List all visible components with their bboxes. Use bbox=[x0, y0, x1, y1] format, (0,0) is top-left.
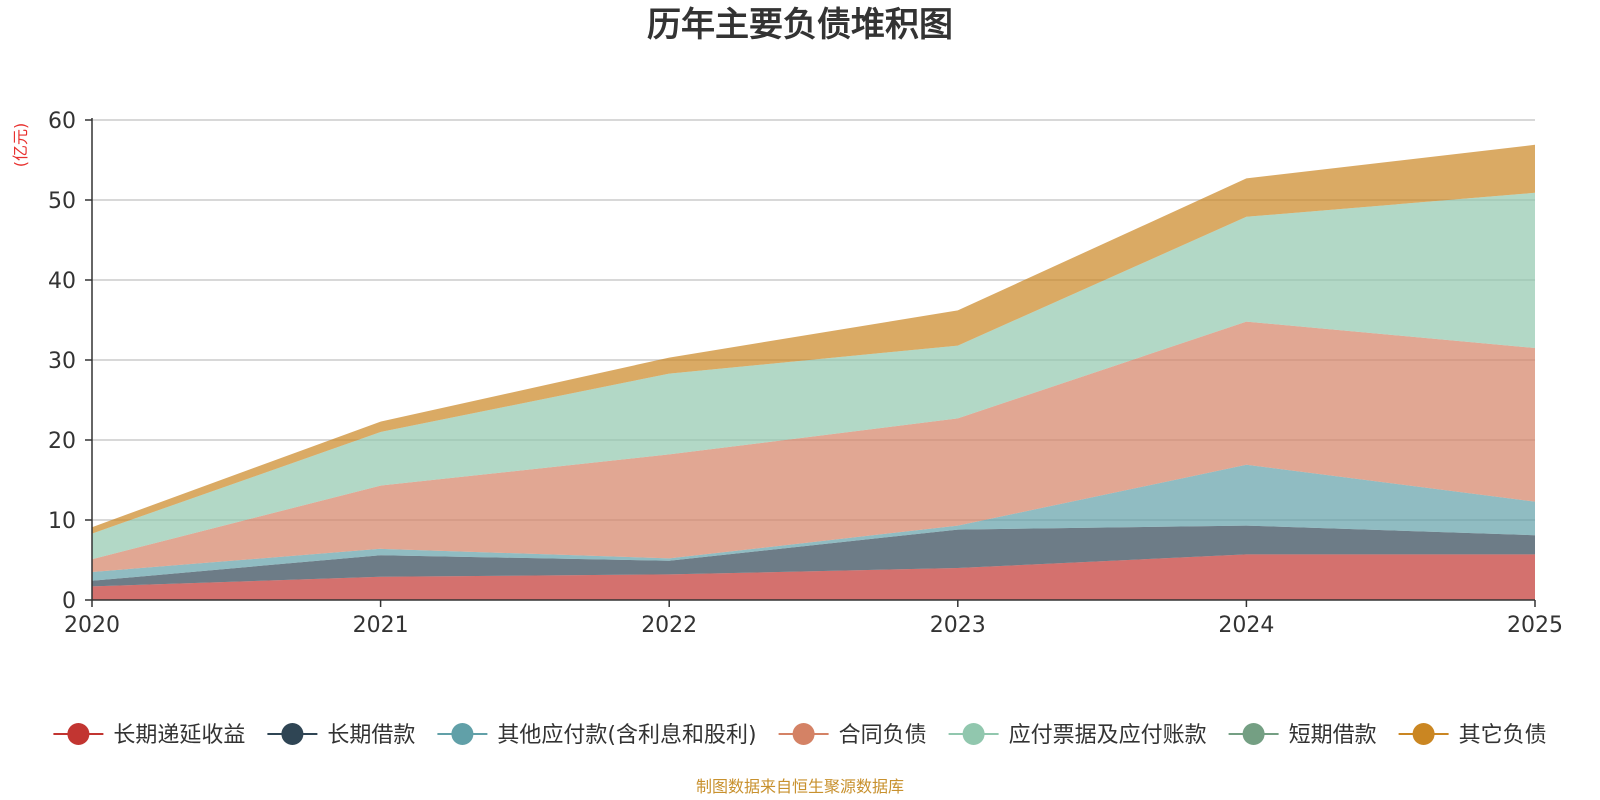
y-axis-label: (亿元) bbox=[11, 123, 30, 168]
legend[interactable]: 长期递延收益 长期借款 其他应付款(含利息和股利) 合同负债 应付票据及应付账款 短期借款… bbox=[53, 723, 1547, 748]
y-tick-label: 20 bbox=[48, 429, 76, 454]
legend-marker-icon bbox=[67, 723, 90, 745]
legend-item[interactable]: 其它负债 bbox=[1398, 723, 1547, 748]
area-series-4[interactable] bbox=[92, 192, 1535, 560]
legend-marker-icon bbox=[1412, 723, 1435, 745]
area-series-0[interactable] bbox=[92, 554, 1535, 600]
legend-label: 其他应付款(含利息和股利) bbox=[497, 723, 756, 748]
area-series-6[interactable] bbox=[92, 144, 1535, 534]
y-tick-label: 30 bbox=[48, 349, 76, 374]
x-tick-label: 2024 bbox=[1218, 613, 1274, 638]
legend-marker-icon bbox=[281, 723, 304, 745]
chart-title: 历年主要负债堆积图 bbox=[647, 5, 953, 45]
legend-marker-icon bbox=[792, 723, 815, 745]
area-series-group bbox=[92, 144, 1535, 600]
x-tick-label: 2020 bbox=[64, 613, 120, 638]
y-tick-label: 40 bbox=[48, 269, 76, 294]
x-tick-label: 2025 bbox=[1507, 613, 1563, 638]
legend-marker-icon bbox=[1242, 723, 1265, 745]
x-tick-label: 2023 bbox=[930, 613, 986, 638]
axes: 0 10 20 30 40 50 60 2020 2021 2022 2023 2024 2025 bbox=[48, 109, 1563, 638]
legend-item[interactable]: 短期借款 bbox=[1228, 723, 1377, 748]
y-tick-label: 10 bbox=[48, 509, 76, 534]
source-note: 制图数据来自恒生聚源数据库 bbox=[696, 777, 904, 796]
legend-item[interactable]: 合同负债 bbox=[778, 723, 927, 748]
x-tick-label: 2021 bbox=[353, 613, 409, 638]
legend-label: 短期借款 bbox=[1289, 723, 1377, 748]
legend-item[interactable]: 应付票据及应付账款 bbox=[948, 723, 1207, 748]
legend-label: 合同负债 bbox=[839, 723, 927, 748]
y-tick-label: 60 bbox=[48, 109, 76, 134]
y-tick-label: 0 bbox=[62, 589, 76, 614]
legend-label: 应付票据及应付账款 bbox=[1009, 723, 1207, 748]
area-series-1[interactable] bbox=[92, 525, 1535, 587]
area-series-2[interactable] bbox=[92, 464, 1535, 581]
legend-marker-icon bbox=[451, 723, 474, 745]
legend-item[interactable]: 长期借款 bbox=[267, 723, 415, 748]
area-series-3[interactable] bbox=[92, 321, 1535, 572]
legend-item[interactable]: 其他应付款(含利息和股利) bbox=[437, 723, 757, 748]
legend-label: 长期借款 bbox=[327, 723, 415, 748]
y-tick-label: 50 bbox=[48, 189, 76, 214]
legend-label: 其它负债 bbox=[1459, 723, 1547, 748]
legend-marker-icon bbox=[962, 723, 985, 745]
legend-label: 长期递延收益 bbox=[113, 723, 245, 748]
legend-item[interactable]: 长期递延收益 bbox=[53, 723, 245, 748]
x-tick-label: 2022 bbox=[641, 613, 697, 638]
